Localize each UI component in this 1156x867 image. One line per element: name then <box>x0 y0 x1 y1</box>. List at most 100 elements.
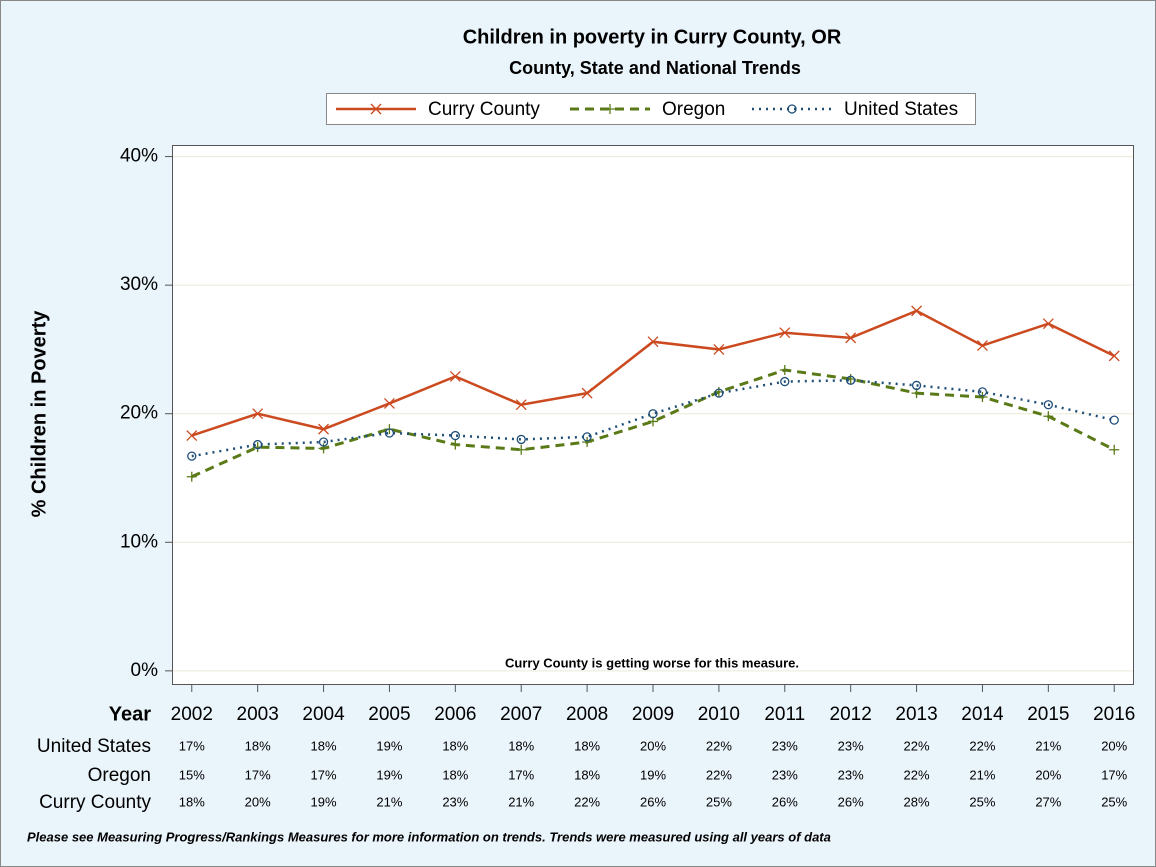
x-tick-label: 2002 <box>171 704 213 725</box>
point <box>1042 318 1054 330</box>
legend-label: United States <box>844 99 958 120</box>
y-tick-label: 10% <box>120 531 158 552</box>
point <box>515 399 527 411</box>
table-cell: 23% <box>772 738 798 753</box>
table-cell: 26% <box>640 794 666 809</box>
point <box>186 430 198 442</box>
point <box>516 434 526 445</box>
plot-area <box>172 145 1134 685</box>
legend-label: Curry County <box>428 99 540 120</box>
point <box>187 451 197 461</box>
point <box>318 437 329 447</box>
table-cell: 22% <box>969 738 995 753</box>
x-tick-label: 2005 <box>368 704 410 725</box>
table-cell: 18% <box>311 738 337 753</box>
table-cell: 20% <box>640 738 666 753</box>
legend-marker <box>787 104 797 114</box>
point <box>450 430 460 441</box>
point <box>977 387 988 397</box>
table-cell: 27% <box>1035 794 1061 809</box>
table-row-label: Oregon <box>88 765 151 786</box>
table-cell: 25% <box>706 794 732 809</box>
y-tick-label: 0% <box>131 660 159 681</box>
point <box>1109 415 1119 425</box>
point <box>648 409 658 419</box>
point <box>449 370 461 382</box>
annotation: Curry County is getting worse for this m… <box>505 655 799 670</box>
table-cell: 21% <box>376 794 402 809</box>
point <box>1043 400 1053 410</box>
point <box>582 437 593 447</box>
x-tick-label: 2007 <box>500 704 542 725</box>
table-cell: 17% <box>179 738 205 753</box>
x-tick-label: 2004 <box>302 704 345 725</box>
point <box>318 423 330 435</box>
point <box>1043 411 1054 422</box>
y-tick-label: 20% <box>120 403 158 424</box>
table-cell: 22% <box>706 738 732 753</box>
table-row-label: Curry County <box>39 792 151 813</box>
point <box>383 397 395 409</box>
table-cell: 22% <box>574 794 600 809</box>
table-cell: 19% <box>640 767 666 782</box>
point <box>845 332 857 344</box>
point <box>911 305 923 317</box>
x-axis-title: Year <box>109 703 151 725</box>
point <box>911 380 922 391</box>
footnote: Please see Measuring Progress/Rankings M… <box>27 829 831 844</box>
point <box>846 375 856 385</box>
y-tick-label: 30% <box>120 274 158 295</box>
point <box>779 327 791 339</box>
point <box>581 387 593 399</box>
table-cell: 21% <box>1035 738 1061 753</box>
table-cell: 18% <box>574 767 600 782</box>
y-axis-title: % Children in Poverty <box>28 310 50 518</box>
table-cell: 19% <box>311 794 337 809</box>
point <box>714 388 724 398</box>
point <box>977 392 988 402</box>
table-cell: 23% <box>838 767 864 782</box>
table-cell: 17% <box>1101 767 1127 782</box>
table-cell: 15% <box>179 767 205 782</box>
table-cell: 18% <box>442 767 468 782</box>
table-cell: 23% <box>442 794 468 809</box>
series-line <box>191 379 1115 458</box>
table-cell: 25% <box>1101 794 1127 809</box>
y-tick-label: 40% <box>120 146 158 167</box>
chart-title: Children in poverty in Curry County, OR <box>463 26 842 48</box>
legend <box>326 93 976 125</box>
chart-subtitle: County, State and National Trends <box>509 58 801 78</box>
table-cell: 22% <box>904 767 930 782</box>
table-cell: 18% <box>442 738 468 753</box>
table-cell: 17% <box>311 767 337 782</box>
point <box>1108 350 1120 362</box>
table-cell: 18% <box>508 738 534 753</box>
x-tick-label: 2016 <box>1093 704 1135 725</box>
point <box>647 336 659 348</box>
point <box>516 444 527 455</box>
table-cell: 19% <box>376 767 402 782</box>
table-cell: 25% <box>969 794 995 809</box>
point <box>450 439 461 450</box>
table-cell: 18% <box>574 738 600 753</box>
table-cell: 28% <box>904 794 930 809</box>
x-tick-label: 2003 <box>237 704 279 725</box>
point <box>253 439 263 450</box>
point <box>384 428 395 438</box>
table-cell: 23% <box>838 738 864 753</box>
table-cell: 18% <box>179 794 205 809</box>
table-row-label: United States <box>37 736 151 757</box>
x-tick-label: 2006 <box>434 704 476 725</box>
point <box>780 376 790 387</box>
table-cell: 22% <box>904 738 930 753</box>
x-tick-label: 2010 <box>698 704 740 725</box>
table-cell: 21% <box>508 794 534 809</box>
x-tick-label: 2009 <box>632 704 674 725</box>
table-cell: 17% <box>245 767 271 782</box>
table-cell: 22% <box>706 767 732 782</box>
x-tick-label: 2012 <box>830 704 872 725</box>
x-tick-label: 2015 <box>1027 704 1069 725</box>
legend-label: Oregon <box>662 99 725 120</box>
x-tick-label: 2008 <box>566 704 608 725</box>
